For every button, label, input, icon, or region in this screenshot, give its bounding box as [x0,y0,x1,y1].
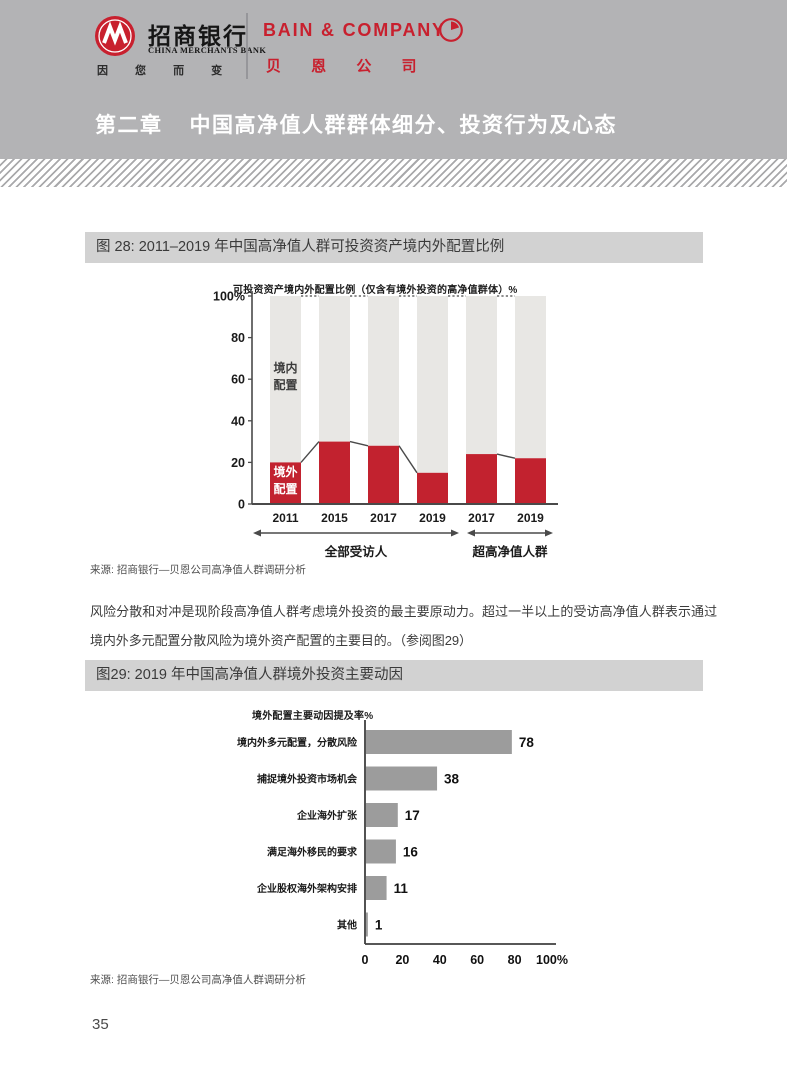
hbar-1 [366,766,438,791]
page-header: 招商银行 CHINA MERCHANTS BANK 因 您 而 变 BAIN &… [0,0,787,159]
x-axis-label-3: 2019 [419,511,446,525]
hbar-3 [366,839,396,864]
x-tick-label: 100% [536,953,568,967]
value-label-4: 11 [394,881,409,896]
x-tick-label: 0 [362,953,369,967]
x-axis-label-5: 2019 [517,511,544,525]
cmb-slogan: 因 您 而 变 [97,65,235,77]
bar-domestic-1 [319,296,350,442]
fig29-horizontal-bar-chart: 境内外多元配置，分散风险 78 捕捉境外投资市场机会 38 企业海外扩张 17 满足海外移民… [237,720,568,967]
category-label-2: 企业海外扩张 [296,809,358,822]
bar-domestic-5 [515,296,546,459]
cmb-bank-logo-icon [95,16,135,56]
value-label-1: 38 [444,772,460,787]
fig29-source: 来源: 招商银行—贝恩公司高净值人群调研分析 [90,974,306,986]
overseas-legend-label: 配置 [273,481,297,496]
chapter-number: 第二章 [95,114,163,137]
arrowhead-right [451,529,459,537]
x-axis-label-1: 2015 [321,511,348,525]
bain-name-cn: 贝 恩 公 司 [266,58,430,75]
figure29-title-bar: 图29: 2019 年中国高净值人群境外投资主要动因 [85,660,703,691]
body-paragraph: 风险分散和对冲是现阶段高净值人群考虑境外投资的最主要原动力。超过一半以上的受访高… [90,604,717,648]
figure28-title-bar: 图 28: 2011–2019 年中国高净值人群可投资资产境内外配置比例 [85,232,703,263]
header-divider [246,13,248,79]
fig28-chart-title: 可投资资产境内外配置比例（仅含有境外投资的高净值群体）% [233,285,518,296]
bar-domestic-4 [466,296,497,455]
value-label-5: 1 [375,918,383,933]
cmb-name-cn: 招商银行 [148,23,248,49]
bar-overseas-5 [515,458,546,504]
fig28-stacked-bar-chart: 2011 2015 2017 2019 2017 2019 0 20 40 60 80 100% 境内配… [213,290,558,559]
x-tick-label: 60 [470,953,484,967]
fig28-source: 来源: 招商银行—贝恩公司高净值人群调研分析 [90,564,306,576]
x-axis-label-2: 2017 [370,511,397,525]
hbar-0 [366,730,512,754]
x-tick-label: 80 [508,953,522,967]
category-label-0: 境内外多元配置，分散风险 [237,736,358,749]
bain-name-en: BAIN & COMPANY [263,20,446,40]
figure29-label: 图29: 2019 年中国高净值人群境外投资主要动因 [96,667,403,683]
bain-compass-logo-icon [439,18,463,42]
category-label-5: 其他 [337,919,357,932]
bar-overseas-1 [319,441,350,504]
bar-domestic-3 [417,296,448,473]
bar-overseas-2 [368,445,399,504]
domestic-legend-label: 境内 [273,360,297,375]
category-label-1: 捕捉境外投资市场机会 [257,773,357,786]
overseas-legend-label: 境外 [273,464,297,479]
category-label-3: 满足海外移民的要求 [267,846,358,859]
x-axis-label-0: 2011 [272,511,298,525]
fig29-chart-title: 境外配置主要动因提及率% [252,711,374,722]
chapter-title: 第二章 中国高净值人群群体细分、投资行为及心态 [95,109,617,139]
diagonal-stripes-band [0,159,787,187]
value-label-2: 17 [405,808,420,823]
hbar-5 [366,912,368,937]
value-label-0: 78 [519,735,535,750]
y-tick-label: 80 [231,331,245,345]
y-tick-label: 60 [231,373,245,387]
bar-overseas-0 [270,462,301,504]
y-tick-label: 20 [231,456,245,470]
cmb-name-en: CHINA MERCHANTS BANK [148,46,267,55]
x-axis-label-4: 2017 [468,511,495,525]
trend-connector [349,440,369,447]
hbar-2 [366,803,398,827]
page-number: 35 [92,1016,109,1033]
bar-overseas-4 [466,454,497,504]
domestic-legend-label: 配置 [273,377,297,392]
category-label-4: 企业股权海外架构安排 [256,882,357,895]
figure28-label: 图 28: 2011–2019 年中国高净值人群可投资资产境内外配置比例 [96,239,505,255]
bar-domestic-0 [270,296,301,463]
arrowhead-left [467,529,475,537]
trend-connector [300,441,320,463]
hbar-4 [366,876,387,900]
x-tick-label: 20 [395,953,409,967]
y-tick-label: 100% [213,290,245,304]
trend-connector [398,445,418,474]
y-tick-label: 0 [238,498,245,512]
arrowhead-left [253,529,261,537]
chapter-text: 中国高净值人群群体细分、投资行为及心态 [189,114,617,137]
group-label-0: 全部受访人 [324,544,388,559]
group-label-1: 超高净值人群 [471,544,548,559]
bar-domestic-2 [368,296,399,446]
y-tick-label: 40 [231,414,245,428]
trend-connector [496,453,516,459]
x-tick-label: 40 [433,953,447,967]
arrowhead-right [545,529,553,537]
value-label-3: 16 [403,845,419,860]
bar-overseas-3 [417,472,448,504]
